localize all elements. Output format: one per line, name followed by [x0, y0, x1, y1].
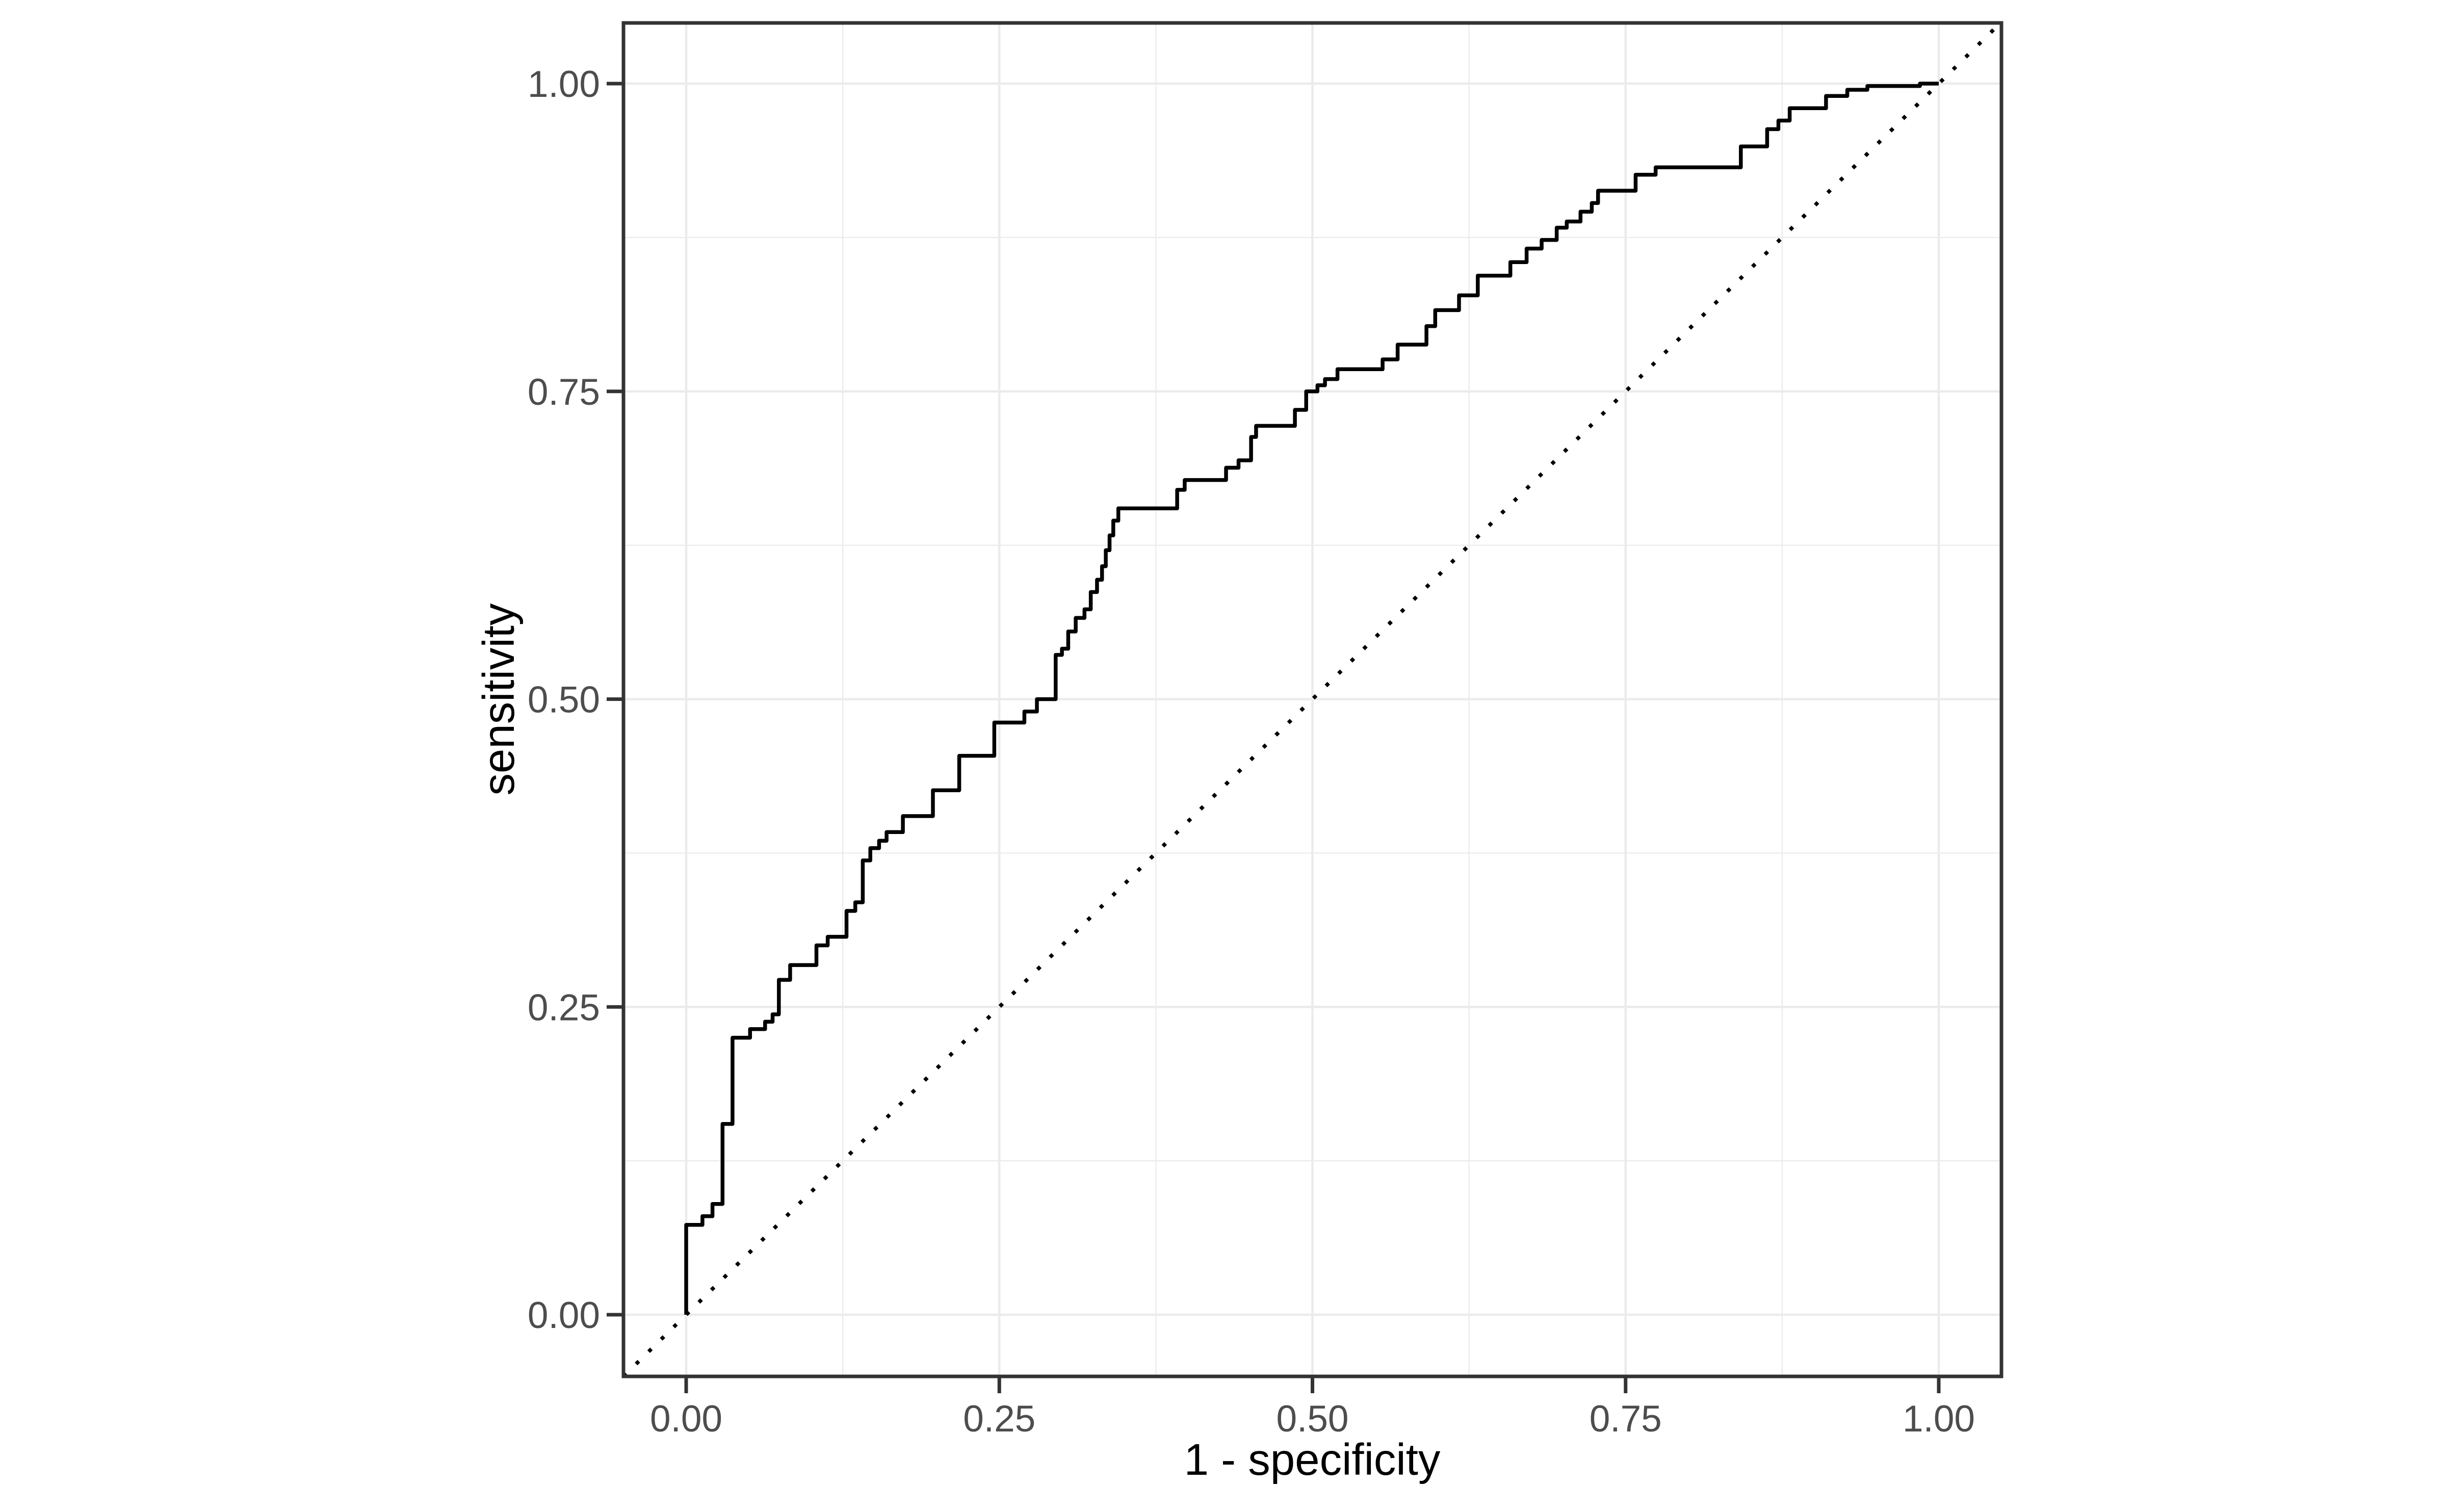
x-axis-tick-marks — [684, 1376, 1941, 1393]
grid-major-lines — [623, 23, 2001, 1376]
x-axis-tick-labels: 0.00 0.25 0.50 0.75 1.00 — [650, 1398, 1975, 1440]
y-axis-tick-labels: 0.00 0.25 0.50 0.75 1.00 — [528, 64, 600, 1336]
y-axis-tick-label: 0.75 — [528, 372, 600, 413]
y-axis-tick-marks — [607, 82, 623, 1317]
x-axis-title: 1 - specificity — [1184, 1435, 1441, 1484]
y-axis-tick-label: 0.50 — [528, 680, 600, 721]
x-axis-tick-label: 1.00 — [1903, 1398, 1975, 1440]
roc-curve — [684, 82, 1939, 1315]
x-axis-tick-label: 0.25 — [963, 1398, 1035, 1440]
x-axis-tick-label: 0.00 — [650, 1398, 722, 1440]
x-axis-tick-label: 0.50 — [1276, 1398, 1348, 1440]
y-axis-tick-label: 0.00 — [528, 1295, 600, 1336]
x-axis-tick-label: 0.75 — [1590, 1398, 1662, 1440]
y-axis-tick-label: 1.00 — [528, 64, 600, 105]
y-axis-title: sensitivity — [474, 603, 524, 796]
y-axis-tick-label: 0.25 — [528, 987, 600, 1028]
